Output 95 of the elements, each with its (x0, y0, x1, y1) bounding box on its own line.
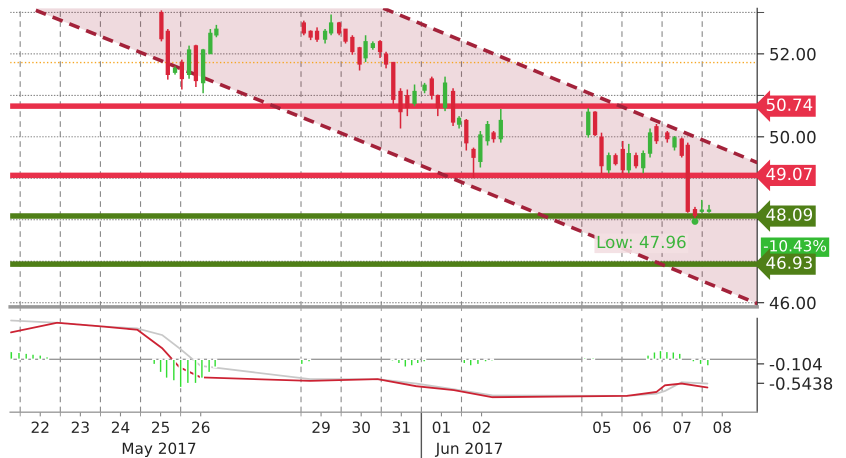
bar (691, 358, 696, 363)
candlestick (363, 34, 368, 63)
candlestick (405, 88, 410, 117)
bar (152, 358, 156, 366)
candlestick (384, 51, 388, 70)
ref-line-label: 49.07 (766, 168, 812, 180)
candlestick (412, 84, 417, 107)
bar (483, 358, 488, 363)
candlestick (634, 152, 638, 170)
x-tick-label: 29 (312, 421, 330, 434)
candlestick (498, 108, 503, 144)
bar (422, 358, 426, 363)
candlestick (350, 34, 355, 56)
candlestick (302, 20, 306, 36)
bar (16, 352, 22, 360)
bar (38, 354, 42, 360)
y-tick-label: 50.00 (770, 130, 816, 144)
bar (462, 358, 466, 364)
bar (678, 352, 682, 360)
bar (646, 354, 650, 360)
candlestick (464, 118, 468, 152)
candlestick (328, 14, 334, 36)
bar (193, 358, 198, 384)
candlestick (665, 130, 670, 144)
x-tick-label: 24 (112, 421, 130, 433)
x-tick-label: 07 (673, 421, 691, 434)
candlestick (398, 88, 403, 130)
bar (658, 350, 663, 360)
x2-tick-label: May 2017 (122, 442, 196, 458)
candlestick (357, 46, 362, 72)
candlestick (471, 146, 476, 180)
bar (200, 358, 204, 379)
x-tick-label: 23 (72, 421, 89, 434)
x-tick-label: 05 (593, 421, 610, 434)
candlestick (672, 135, 677, 152)
candlestick (592, 110, 598, 137)
ref-line-label: 50.74 (766, 98, 812, 111)
bar (44, 356, 50, 360)
candlestick (648, 128, 652, 158)
bar (186, 358, 190, 384)
bar (10, 350, 14, 360)
candlestick (322, 28, 328, 44)
candlestick (586, 107, 590, 138)
x-tick-label: 06 (633, 421, 651, 434)
bar (172, 358, 176, 382)
x-tick-label: 08 (714, 421, 731, 434)
candlestick (378, 39, 382, 59)
x-tick-label: 26 (192, 421, 210, 434)
candlestick (308, 29, 313, 41)
candlestick (641, 150, 646, 174)
x2-tick-label: Jun 2017 (434, 442, 502, 457)
candlestick (626, 143, 631, 174)
candlestick (485, 120, 490, 146)
bar (396, 358, 402, 364)
bar (158, 358, 163, 374)
y-tick-label: 52.00 (770, 48, 816, 60)
candlestick (422, 82, 427, 94)
bar (30, 353, 36, 360)
candlestick (606, 152, 611, 174)
ref-line-label: 46.93 (766, 256, 812, 269)
candlestick (654, 123, 659, 145)
bar (476, 358, 480, 366)
bar (698, 358, 703, 366)
candlestick (336, 21, 342, 36)
candlestick (700, 199, 704, 214)
y-tick-label: -0.5438 (770, 377, 832, 390)
x-tick-label: 25 (152, 421, 169, 434)
bar (164, 358, 169, 379)
bar (24, 352, 28, 360)
x-tick-label: 01 (432, 421, 450, 434)
x-tick-label: 22 (32, 421, 48, 433)
bar (300, 358, 304, 366)
bar (207, 358, 212, 374)
text: -10.43% (764, 240, 826, 252)
ref-line-label: 48.09 (766, 208, 812, 221)
candlestick (180, 58, 184, 90)
bar (178, 358, 183, 388)
annotation: Low: 47.96 (598, 236, 686, 248)
candlestick (314, 26, 320, 43)
bar (652, 351, 657, 360)
y-tick-label: -0.104 (770, 358, 822, 370)
bar (403, 358, 408, 368)
candlestick (613, 152, 618, 166)
x-tick-label: 30 (352, 421, 370, 434)
bar (213, 358, 218, 368)
bar (306, 358, 312, 363)
bar (706, 358, 710, 367)
y-tick-label: 46.00 (770, 296, 816, 310)
candlestick (343, 28, 348, 44)
x-tick-label: 02 (472, 421, 490, 434)
candlestick (620, 140, 625, 174)
bar (468, 358, 473, 367)
bar (671, 351, 676, 360)
bar (664, 350, 669, 360)
x-tick-label: 31 (392, 421, 410, 434)
